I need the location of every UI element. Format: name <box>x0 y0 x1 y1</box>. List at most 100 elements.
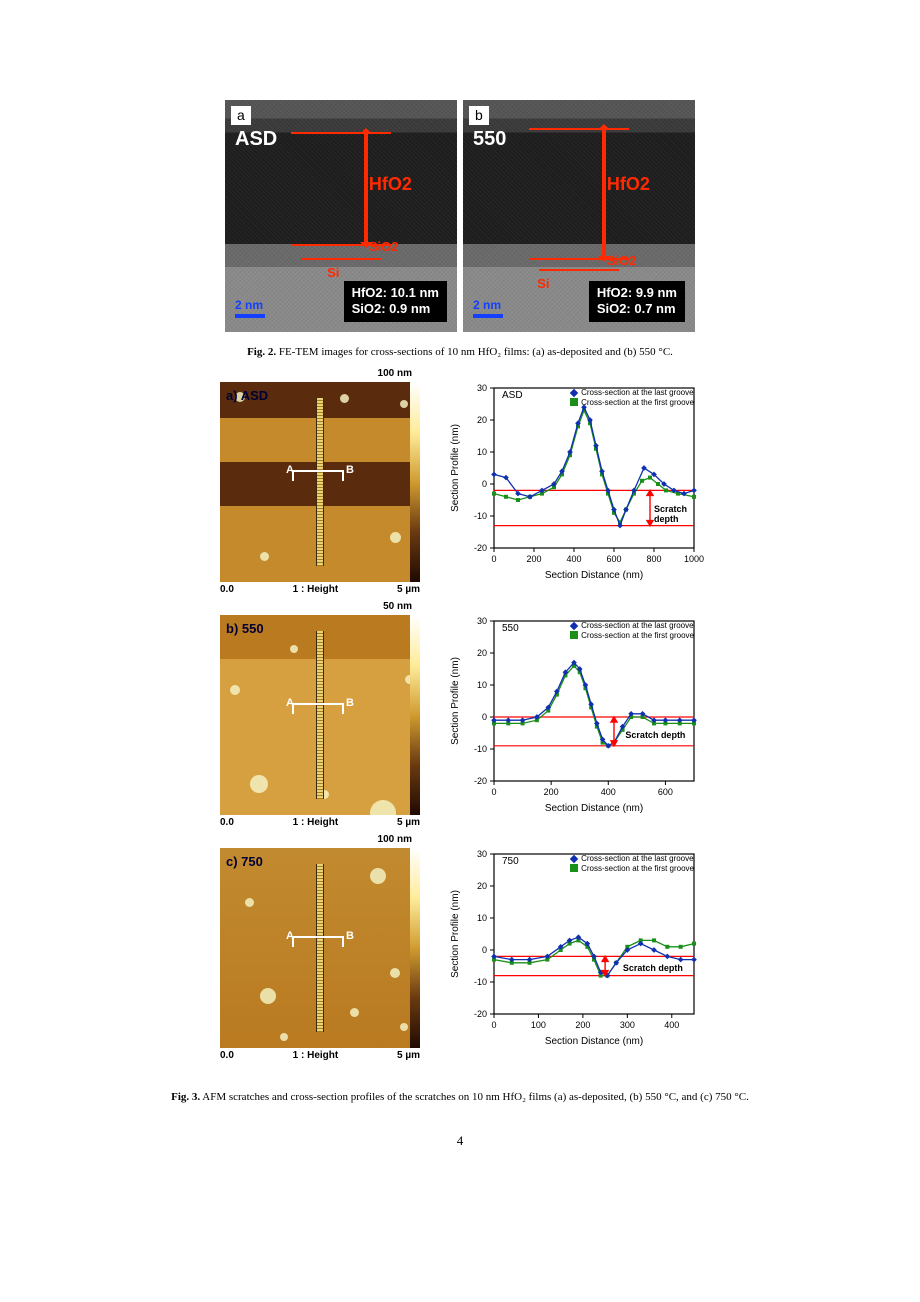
svg-text:Section Distance (nm): Section Distance (nm) <box>545 1036 643 1047</box>
legend-marker-square-icon <box>570 864 578 872</box>
afm-panel: 100 nm c) 750 A B 0.0 1 : Height 5 µm <box>220 848 430 1077</box>
axis-right: 5 µm <box>397 817 420 828</box>
scratch-depth-label: Scratch depth <box>623 963 683 973</box>
svg-text:30: 30 <box>477 383 487 393</box>
profile-chart: -20-10010203002004006008001000 Section D… <box>444 382 700 582</box>
page-number: 4 <box>0 1133 920 1149</box>
axis-right: 5 µm <box>397 1050 420 1061</box>
afm-image: c) 750 A B <box>220 848 420 1048</box>
afm-image: b) 550 A B <box>220 615 420 815</box>
layer-si: Si <box>327 265 339 280</box>
legend-marker-square-icon <box>570 631 578 639</box>
afm-x-axis: 0.0 1 : Height 5 µm <box>220 584 420 595</box>
svg-text:30: 30 <box>477 849 487 859</box>
marker-a: A <box>286 697 294 709</box>
chart-title: 550 <box>502 623 519 634</box>
afm-panel-label: a) ASD <box>226 388 268 403</box>
layer-sio2: SiO2 <box>369 239 399 254</box>
afm-panel-label: b) 550 <box>226 621 264 636</box>
marker-a: A <box>286 930 294 942</box>
svg-text:-20: -20 <box>474 776 487 786</box>
chart-title: 750 <box>502 856 519 867</box>
scratch-depth-label: Scratch depth <box>654 504 700 524</box>
svg-text:0: 0 <box>491 1020 496 1030</box>
layer-hfo2: HfO2 <box>607 174 650 195</box>
svg-text:0: 0 <box>491 787 496 797</box>
layer-hfo2: HfO2 <box>369 174 412 195</box>
fig3-caption-bold: Fig. 3. <box>171 1091 200 1103</box>
legend-marker-diamond-icon <box>570 855 578 863</box>
hfo2-top-line <box>529 128 629 130</box>
hfo2-top-line <box>291 132 391 134</box>
z-scale-max: 100 nm <box>378 834 412 845</box>
panel-tag: a <box>231 106 251 125</box>
panel-tag: b <box>469 106 489 125</box>
axis-left: 0.0 <box>220 584 234 595</box>
thickness-box: HfO2: 10.1 nm SiO2: 0.9 nm <box>344 281 447 323</box>
fig2-caption-text: FE-TEM images for cross-sections of 10 n… <box>276 346 673 358</box>
legend-marker-diamond-icon <box>570 622 578 630</box>
afm-row-0: 100 nm a) ASD A B 0.0 1 : Height 5 µm -2… <box>220 382 700 611</box>
sio2-bot-line <box>539 269 619 271</box>
chart-title: ASD <box>502 390 523 401</box>
hfo2-arrow <box>602 128 606 258</box>
ab-bracket <box>292 936 344 950</box>
afm-panel: 50 nm b) 550 A B 0.0 1 : Height 5 µm <box>220 615 430 844</box>
svg-text:0: 0 <box>482 712 487 722</box>
legend-marker-square-icon <box>570 398 578 406</box>
legend-last: Cross-section at the last groove <box>581 388 694 398</box>
afm-image: a) ASD A B <box>220 382 420 582</box>
svg-text:20: 20 <box>477 648 487 658</box>
chart-legend: Cross-section at the last groove Cross-s… <box>570 621 694 640</box>
svg-text:600: 600 <box>606 554 621 564</box>
svg-text:400: 400 <box>664 1020 679 1030</box>
axis-mid: 1 : Height <box>293 584 339 595</box>
fig2-caption-bold: Fig. 2. <box>247 346 276 358</box>
svg-text:Section Distance (nm): Section Distance (nm) <box>545 803 643 814</box>
afm-row-2: 100 nm c) 750 A B 0.0 1 : Height 5 µm -2… <box>220 848 700 1077</box>
svg-text:Section Distance (nm): Section Distance (nm) <box>545 570 643 581</box>
afm-x-axis: 0.0 1 : Height 5 µm <box>220 817 420 828</box>
axis-right: 5 µm <box>397 584 420 595</box>
legend-first: Cross-section at the first groove <box>581 864 694 874</box>
svg-text:400: 400 <box>566 554 581 564</box>
svg-text:800: 800 <box>646 554 661 564</box>
ab-bracket <box>292 703 344 717</box>
tem-panel-a: a ASD HfO2 SiO2 Si 2 nm HfO2: 10.1 nm Si… <box>225 100 457 332</box>
chart-svg: -20-10010203002004006008001000 Section D… <box>444 382 700 582</box>
scale-bar: 2 nm <box>235 298 265 318</box>
fig3-caption-text: AFM scratches and cross-section profiles… <box>200 1091 749 1103</box>
marker-b: B <box>346 697 354 709</box>
svg-text:20: 20 <box>477 881 487 891</box>
axis-mid: 1 : Height <box>293 817 339 828</box>
layer-sio2: SiO2 <box>607 253 637 268</box>
chart-legend: Cross-section at the last groove Cross-s… <box>570 854 694 873</box>
color-bar <box>410 382 420 582</box>
layer-si: Si <box>537 276 549 291</box>
panel-label: 550 <box>473 128 506 151</box>
axis-left: 0.0 <box>220 817 234 828</box>
ab-bracket <box>292 470 344 484</box>
chart-legend: Cross-section at the last groove Cross-s… <box>570 388 694 407</box>
fig2-panels: a ASD HfO2 SiO2 Si 2 nm HfO2: 10.1 nm Si… <box>0 100 920 332</box>
chart-svg: -20-1001020300200400600 Section Distance… <box>444 615 700 815</box>
svg-text:Section Profile (nm): Section Profile (nm) <box>450 890 461 978</box>
svg-text:-10: -10 <box>474 977 487 987</box>
axis-left: 0.0 <box>220 1050 234 1061</box>
afm-x-axis: 0.0 1 : Height 5 µm <box>220 1050 420 1061</box>
z-scale-max: 100 nm <box>378 368 412 379</box>
svg-text:10: 10 <box>477 913 487 923</box>
marker-b: B <box>346 464 354 476</box>
svg-text:400: 400 <box>601 787 616 797</box>
profile-chart: -20-1001020300200400600 Section Distance… <box>444 615 700 815</box>
color-bar <box>410 615 420 815</box>
z-scale-max: 50 nm <box>383 601 412 612</box>
color-bar <box>410 848 420 1048</box>
hfo2-arrow <box>364 132 368 243</box>
fig2-caption: Fig. 2. FE-TEM images for cross-sections… <box>0 346 920 358</box>
fig3-container: 100 nm a) ASD A B 0.0 1 : Height 5 µm -2… <box>0 382 920 1077</box>
svg-text:0: 0 <box>482 945 487 955</box>
legend-last: Cross-section at the last groove <box>581 621 694 631</box>
svg-text:10: 10 <box>477 447 487 457</box>
svg-text:1000: 1000 <box>684 554 704 564</box>
